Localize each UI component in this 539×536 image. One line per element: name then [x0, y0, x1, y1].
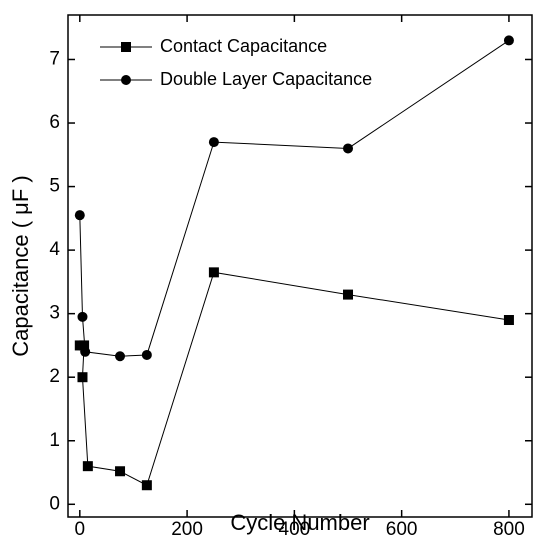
y-tick-label: 6	[49, 112, 60, 133]
y-tick-label: 1	[49, 430, 60, 451]
y-tick-label: 0	[49, 493, 60, 514]
data-point	[115, 351, 126, 362]
x-axis-label: Cycle Number	[230, 510, 369, 535]
legend-marker	[121, 42, 131, 52]
data-point	[80, 346, 91, 357]
series-line	[79, 40, 510, 357]
data-point	[77, 372, 88, 383]
data-point	[77, 311, 88, 322]
y-tick-label: 4	[49, 239, 60, 260]
x-tick-label: 600	[386, 519, 418, 536]
data-point	[208, 267, 219, 278]
data-point	[115, 466, 126, 477]
data-point	[343, 143, 354, 154]
legend-text: Contact Capacitance	[160, 36, 327, 56]
y-tick-label: 5	[49, 176, 60, 197]
y-tick-label: 2	[49, 366, 60, 387]
legend-marker	[121, 75, 131, 85]
x-tick-label: 200	[171, 519, 203, 536]
data-point	[141, 480, 152, 491]
series-line	[79, 271, 510, 486]
data-point	[503, 35, 514, 46]
data-point	[208, 137, 219, 148]
legend-text: Double Layer Capacitance	[160, 69, 372, 89]
plot-frame	[67, 14, 533, 518]
data-point	[79, 340, 90, 351]
x-tick-label: 400	[279, 519, 311, 536]
data-point	[141, 349, 152, 360]
data-point	[503, 315, 514, 326]
x-tick-label: 0	[75, 519, 86, 536]
y-tick-label: 3	[49, 303, 60, 324]
y-tick-label: 7	[49, 48, 60, 69]
data-point	[82, 461, 93, 472]
y-axis-label: Capacitance ( μF )	[8, 175, 33, 356]
data-point	[343, 289, 354, 300]
data-point	[74, 210, 85, 221]
x-tick-label: 800	[493, 519, 525, 536]
